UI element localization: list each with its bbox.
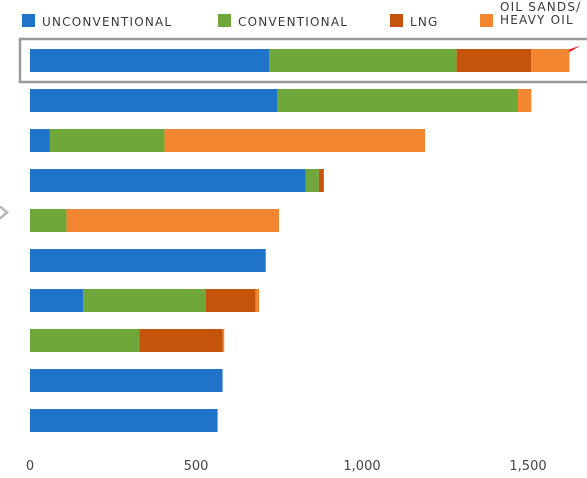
bar-row-8-series-4 (222, 329, 225, 352)
x-tick-label-4: 1,500 (509, 459, 546, 474)
x-tick-label-3: 1,000 (343, 459, 380, 474)
legend-swatch-3 (390, 14, 403, 27)
legend-label-4: OIL SANDS/HEAVY OIL (500, 0, 581, 27)
bar-row-3-series-4 (164, 129, 426, 152)
legend-swatch-4 (480, 14, 493, 27)
legend-label-1: UNCONVENTIONAL (42, 15, 172, 29)
legend-swatch-1 (22, 14, 35, 27)
bar-row-1-series-4 (531, 49, 570, 72)
bar-row-8-series-3 (139, 329, 223, 352)
x-tick-label-2: 500 (184, 459, 209, 474)
bar-row-1-series-3 (456, 49, 532, 72)
highlight-box (18, 37, 587, 84)
bar-row-3-series-2 (49, 129, 165, 152)
bar-row-4-series-3 (318, 169, 324, 192)
bars-group (30, 49, 570, 432)
legend: UNCONVENTIONAL CONVENTIONAL LNG OIL SANDS/H… (22, 0, 581, 29)
bar-row-2-series-1 (30, 89, 278, 112)
bar-row-9-series-1 (30, 369, 223, 392)
bar-row-4-series-2 (305, 169, 319, 192)
bar-row-7-series-1 (30, 289, 84, 312)
x-axis: 0 500 1,000 1,500 (26, 459, 547, 474)
bar-row-6-series-1 (30, 249, 266, 272)
bar-row-7-series-2 (83, 289, 206, 312)
legend-label-2: CONVENTIONAL (238, 15, 348, 29)
bar-row-7-series-4 (255, 289, 260, 312)
bar-row-5-series-4 (66, 209, 280, 232)
bar-row-7-series-3 (205, 289, 256, 312)
bar-row-5-series-2 (30, 209, 67, 232)
bar-row-3-series-1 (30, 129, 50, 152)
legend-swatch-2 (218, 14, 231, 27)
bar-row-1-series-1 (30, 49, 270, 72)
bar-row-10-series-1 (30, 409, 218, 432)
bar-row-1-series-2 (269, 49, 457, 72)
decor-group (0, 205, 9, 220)
bar-row-2-series-4 (518, 89, 532, 112)
legend-label-3: LNG (410, 15, 439, 29)
bar-row-4-series-1 (30, 169, 306, 192)
bar-row-2-series-2 (277, 89, 519, 112)
bar-row-8-series-2 (30, 329, 140, 352)
x-tick-label-1: 0 (26, 459, 34, 474)
left-arrow-icon (0, 205, 9, 220)
